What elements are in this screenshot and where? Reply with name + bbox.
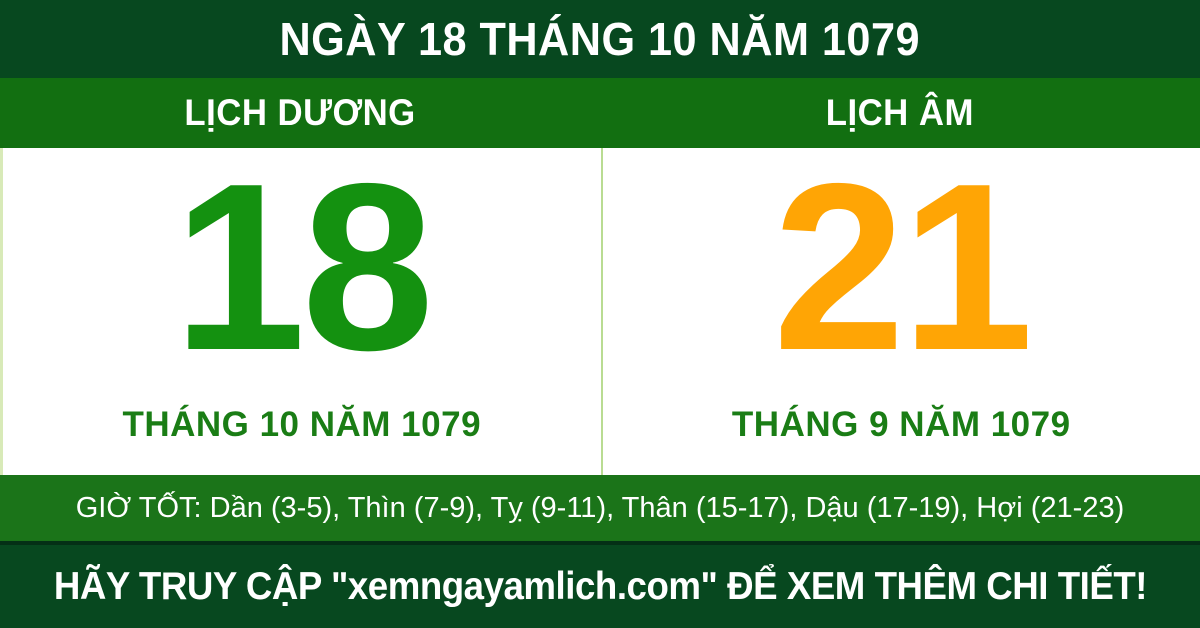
lunar-panel: 21 THÁNG 9 NĂM 1079 [600, 135, 1200, 475]
footer-divider [0, 541, 1200, 545]
good-hours-list: Dần (3-5), Thìn (7-9), Tỵ (9-11), Thân (… [209, 491, 1125, 524]
calendar-panels: 18 THÁNG 10 NĂM 1079 21 THÁNG 9 NĂM 1079 [0, 148, 1200, 475]
lunar-heading-label: LỊCH ÂM [825, 92, 975, 133]
date-title-bar: NGÀY 18 THÁNG 10 NĂM 1079 [0, 0, 1200, 78]
footer-cta-bar: HÃY TRUY CẬP "xemngayamlich.com" ĐỂ XEM … [0, 545, 1200, 628]
lunar-day-number: 21 [772, 135, 1034, 400]
lunar-month-year: THÁNG 9 NĂM 1079 [731, 405, 1071, 444]
solar-column-heading: LỊCH DƯƠNG [0, 78, 600, 148]
column-headers: LỊCH DƯƠNG LỊCH ÂM [0, 78, 1200, 148]
solar-heading-label: LỊCH DƯƠNG [184, 92, 416, 133]
good-hours-label: GIỜ TỐT: [75, 491, 202, 524]
solar-day-number: 18 [173, 135, 434, 400]
good-hours-bar: GIỜ TỐT: Dần (3-5), Thìn (7-9), Tỵ (9-11… [0, 475, 1200, 541]
solar-panel: 18 THÁNG 10 NĂM 1079 [3, 148, 601, 475]
solar-month-year: THÁNG 10 NĂM 1079 [122, 405, 482, 444]
footer-message: HÃY TRUY CẬP "xemngayamlich.com" ĐỂ XEM … [53, 564, 1147, 608]
lunar-column-heading: LỊCH ÂM [600, 78, 1200, 148]
page-title: NGÀY 18 THÁNG 10 NĂM 1079 [279, 13, 921, 65]
